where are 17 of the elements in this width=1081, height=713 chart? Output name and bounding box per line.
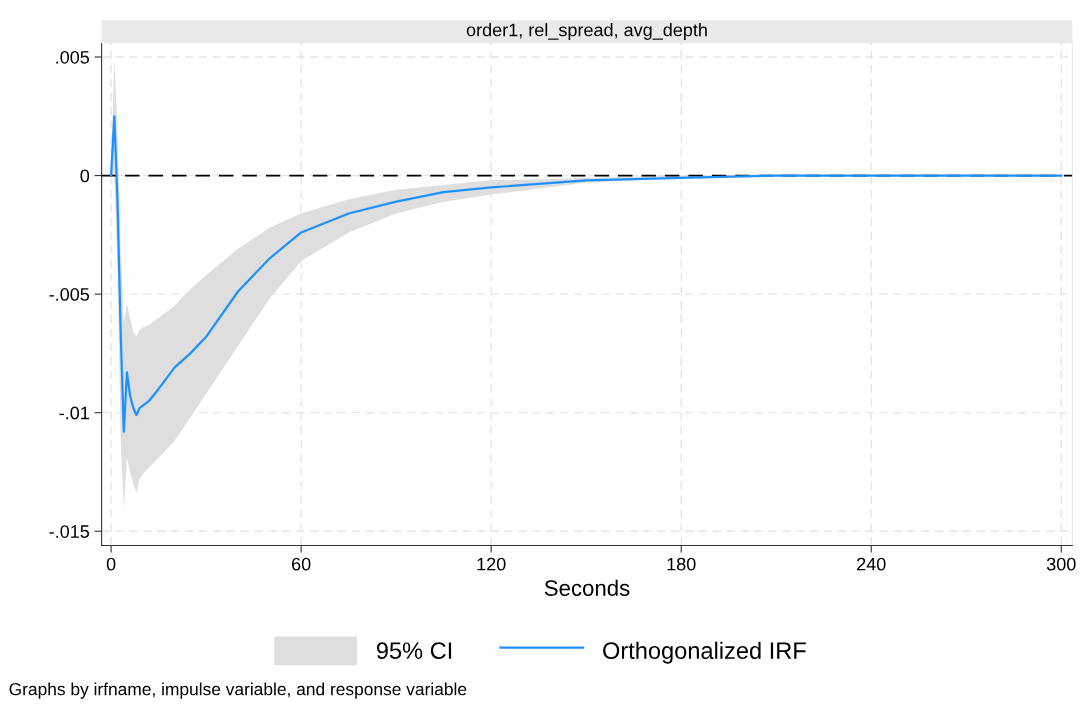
y-tick-label: -.015 — [49, 525, 90, 538]
y-tick-label: 0 — [80, 169, 90, 183]
x-tick-label: 60 — [292, 557, 311, 571]
text: 95% CI — [376, 642, 452, 659]
y-tick-label: .005 — [56, 50, 90, 64]
chart-title: order1, rel_spread, avg_depth — [466, 23, 707, 40]
x-tick-label: 0 — [106, 557, 116, 571]
y-tick-label: -.01 — [59, 406, 89, 420]
legend-label: Orthogonalized IRF — [603, 641, 806, 664]
x-tick-label: 240 — [857, 557, 886, 571]
x-axis-title: Seconds — [544, 579, 630, 596]
text: Graphs by irfname, impulse variable, and response variable — [9, 682, 467, 699]
y-tick-label: -.005 — [49, 288, 90, 301]
line-series — [110, 115, 1063, 433]
x-tick-label: 120 — [477, 557, 506, 571]
x-tick-label: 180 — [667, 557, 696, 571]
x-tick-label: 300 — [1046, 557, 1076, 571]
